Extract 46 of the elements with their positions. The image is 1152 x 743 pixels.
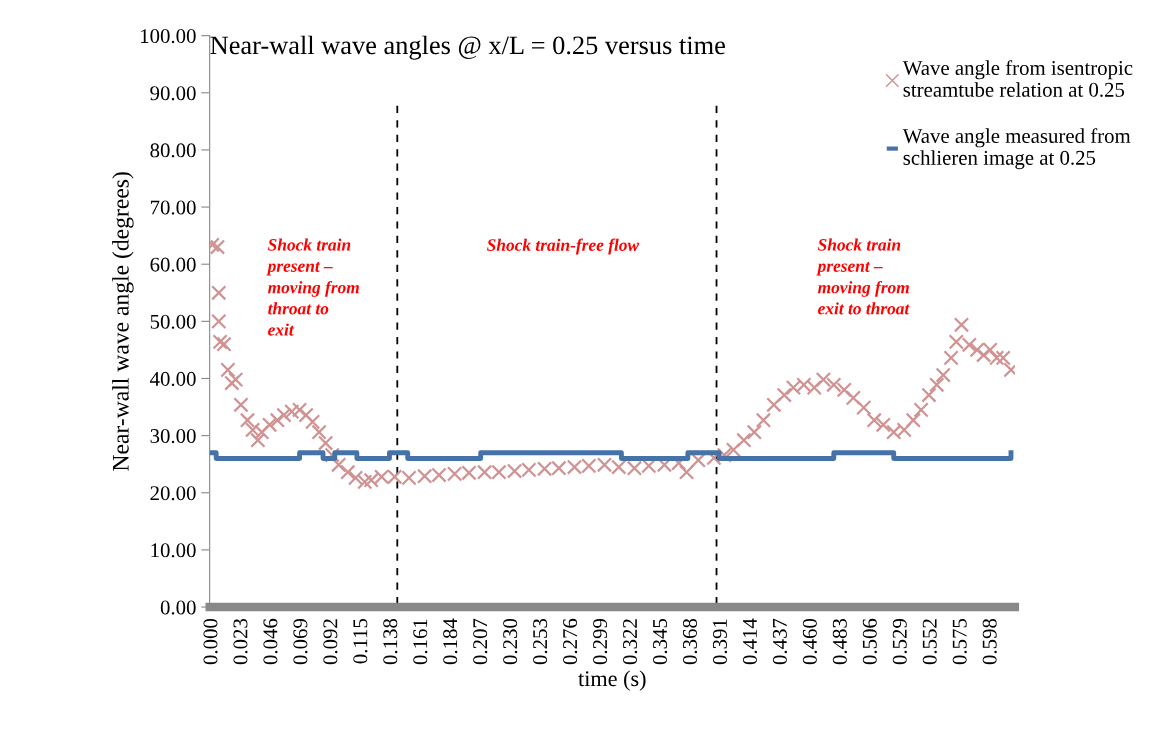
y-tick-label: 30.00 [150, 428, 196, 444]
x-tick-label: 0.184 [443, 618, 458, 665]
legend-label: Wave angle from isentropic streamtube relation at 0.25 [902, 60, 1133, 97]
x-tick-label: 0.207 [473, 618, 488, 665]
annotation: Shock train present – moving from exit to throat [816, 238, 910, 315]
x-tick-label: 0.552 [922, 619, 937, 665]
x-tick-label: 0.575 [952, 618, 967, 665]
annotation: Shock train present – moving from throat to exit [266, 238, 359, 336]
x-tick-label: 0.115 [353, 618, 368, 664]
y-tick-label: 10.00 [151, 543, 196, 558]
x-axis-title: time (s) [578, 670, 646, 691]
x-tick-label: 0.345 [652, 618, 668, 665]
x-tick-label: 0.092 [323, 619, 338, 665]
y-tick-label: 0.00 [160, 600, 196, 615]
y-axis-title: Near-wall wave angle (degrees) [112, 172, 134, 471]
x-tick-label: 0.138 [383, 618, 398, 665]
x-tick-label: 0.276 [563, 618, 578, 665]
x-tick-label: 0.230 [503, 618, 518, 665]
x-tick-label: 0.368 [682, 618, 698, 665]
x-tick-label: 0.000 [203, 618, 218, 665]
y-tick-label: 70.00 [150, 200, 196, 215]
x-tick-label: 0.391 [712, 619, 728, 665]
y-tick-label: 40.00 [150, 371, 196, 387]
x-tick-label: 0.460 [802, 618, 817, 665]
x-tick-label: 0.437 [772, 618, 787, 665]
x-tick-label: 0.069 [293, 618, 308, 665]
x-tick-label: 0.506 [862, 618, 877, 665]
chart-title: Near-wall wave angles @ x/L = 0.25 versus time [210, 35, 725, 60]
x-tick-label: 0.414 [742, 618, 758, 665]
y-tick-label: 50.00 [150, 314, 196, 329]
x-tick-label: 0.483 [832, 618, 847, 665]
y-tick-label: 90.00 [150, 86, 196, 101]
y-tick-label: 20.00 [150, 486, 196, 501]
x-tick-label: 0.598 [982, 618, 997, 665]
y-tick-label: 60.00 [150, 257, 196, 272]
legend-label: Wave angle measured from schlieren image at 0.25 [902, 128, 1131, 170]
x-tick-label: 0.529 [892, 618, 907, 665]
y-tick-label: 80.00 [150, 143, 196, 158]
x-tick-label: 0.322 [622, 619, 638, 665]
x-tick-label: 0.161 [413, 619, 428, 665]
x-tick-label: 0.023 [233, 618, 248, 665]
x-tick-label: 0.299 [593, 618, 608, 665]
x-tick-label: 0.253 [533, 618, 548, 665]
annotation: Shock train-free flow [486, 238, 640, 255]
y-tick-label: 100.00 [141, 29, 196, 44]
x-tick-label: 0.046 [263, 618, 278, 665]
